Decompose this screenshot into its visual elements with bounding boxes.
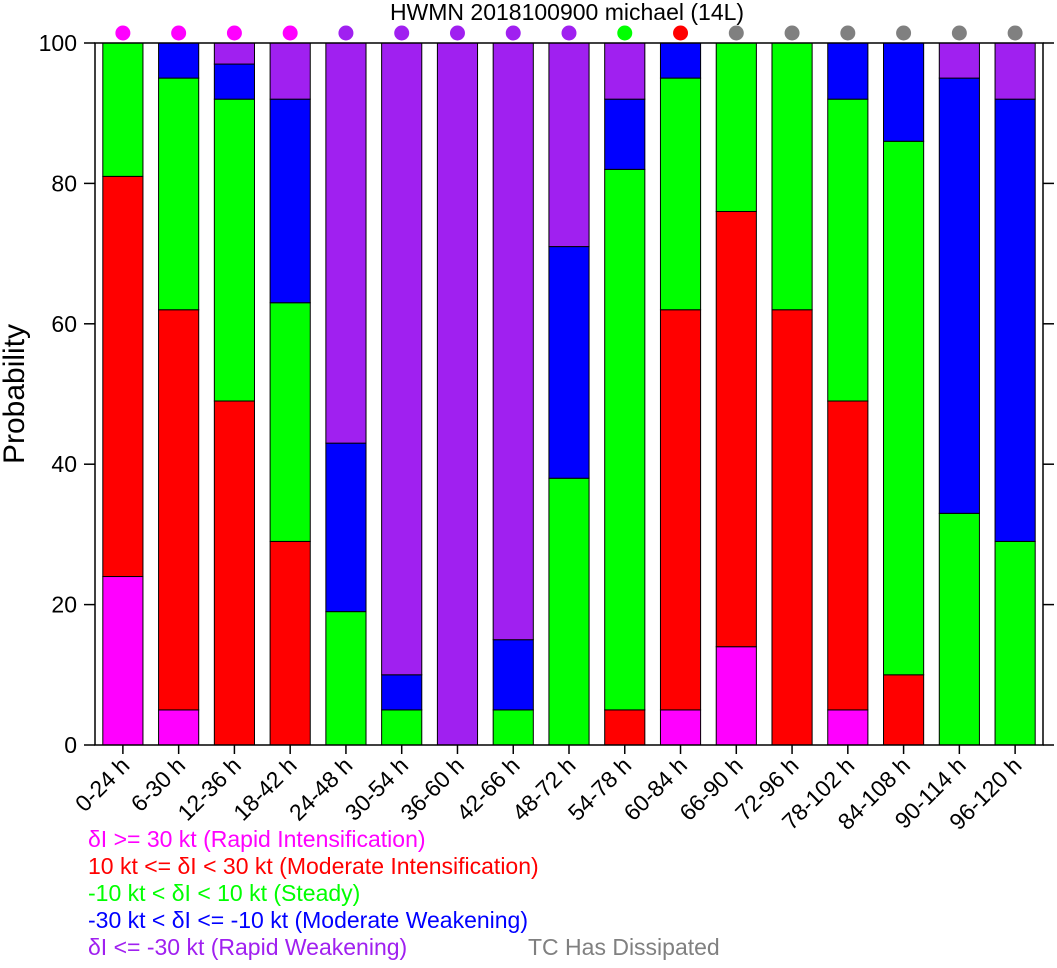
indicator-dot <box>394 25 410 41</box>
x-tick-label: 0-24 h <box>70 752 135 817</box>
bar-segment-rw <box>436 42 479 746</box>
bar-segment-mw <box>158 42 200 79</box>
bar-segment-ri <box>715 646 757 746</box>
bar-segment-ri <box>158 709 200 746</box>
bar-segment-rw <box>994 42 1036 100</box>
bar-segment-rw <box>381 42 423 676</box>
indicator-dot <box>282 25 298 41</box>
bar-segment-mw <box>492 639 534 711</box>
bar-segment-rw <box>548 42 590 248</box>
bar-segment-st <box>771 42 813 311</box>
indicator-dot <box>617 25 633 41</box>
legend-item-moderate-intensification: 10 kt <= δI < 30 kt (Moderate Intensific… <box>88 853 539 879</box>
indicator-dot <box>115 25 131 41</box>
bar-segment-st <box>827 98 869 402</box>
bar-segment-ri <box>659 709 702 746</box>
indicator-dot <box>951 25 967 41</box>
indicator-dot <box>171 25 187 41</box>
y-tick-label: 60 <box>51 311 77 337</box>
bar-segment-rw <box>492 42 534 641</box>
bar-segment-st <box>325 611 367 746</box>
bar-segment-mi <box>771 309 813 746</box>
bar-segment-ri <box>827 709 869 746</box>
bar-segment-mw <box>381 674 423 711</box>
bar-segment-mw <box>269 98 311 304</box>
indicator-dot <box>784 25 800 41</box>
bar-segment-st <box>938 512 980 746</box>
bar-segment-rw <box>938 42 980 79</box>
indicator-dot <box>896 25 912 41</box>
y-axis: 0 20 40 60 80 100 <box>39 30 1054 758</box>
indicator-dot <box>449 25 465 41</box>
legend-item-rapid-weakening: δI <= -30 kt (Rapid Weakening) <box>88 934 408 960</box>
bar-segment-mi <box>715 210 757 648</box>
chart-title: HWMN 2018100900 michael (14L) <box>390 0 744 25</box>
bar-segment-st <box>102 42 144 177</box>
bar-segment-mw <box>994 98 1036 542</box>
bar-segment-mw <box>213 63 255 100</box>
indicator-dot <box>728 25 744 41</box>
bar-segment-st <box>883 140 925 676</box>
bar-segment-st <box>381 709 423 746</box>
indicator-dot <box>1007 25 1023 41</box>
bar-segment-mi <box>102 175 144 578</box>
bar-segment-st <box>269 302 311 542</box>
indicator-dot <box>505 25 521 41</box>
bar-segment-mi <box>604 709 646 746</box>
bar-segment-mw <box>659 42 702 79</box>
indicator-dot <box>226 25 242 41</box>
bar-segment-st <box>548 477 590 746</box>
indicator-dot <box>561 25 577 41</box>
bar-segment-mw <box>325 442 367 613</box>
bar-segment-st <box>604 168 646 711</box>
legend-item-dissipated: TC Has Dissipated <box>528 934 720 960</box>
indicator-dot <box>840 25 856 41</box>
bar-segment-st <box>994 540 1036 746</box>
indicator-dots <box>115 25 1023 41</box>
y-tick-label: 100 <box>39 30 77 56</box>
legend-item-rapid-intensification: δI >= 30 kt (Rapid Intensification) <box>88 826 426 852</box>
bar-segment-mw <box>604 98 646 170</box>
bar-segment-mw <box>827 42 869 100</box>
bar-segment-mw <box>548 246 590 479</box>
bar-segment-mi <box>213 400 255 746</box>
y-tick-label: 0 <box>64 732 77 758</box>
legend: δI >= 30 kt (Rapid Intensification) 10 k… <box>88 826 539 961</box>
bar-segment-rw <box>269 42 311 100</box>
bar-segment-ri <box>102 576 144 746</box>
bar-segment-st <box>715 42 757 212</box>
bar-segment-mi <box>269 540 311 746</box>
y-tick-label: 40 <box>51 451 77 477</box>
bar-segment-mw <box>938 77 980 514</box>
bar-segment-rw <box>325 42 367 444</box>
indicator-dot <box>338 25 354 41</box>
legend-item-moderate-weakening: -30 kt < δI <= -10 kt (Moderate Weakenin… <box>88 907 529 933</box>
y-tick-label: 80 <box>51 170 77 196</box>
bar-segment-st <box>213 98 255 402</box>
bar-segment-st <box>659 77 702 311</box>
bar-segment-mi <box>827 400 869 711</box>
bar-segment-mi <box>883 674 925 746</box>
bar-segment-st <box>158 77 200 311</box>
y-tick-label: 20 <box>51 592 77 618</box>
y-axis-label: Probability <box>0 324 31 464</box>
bar-stacks <box>102 42 1036 746</box>
bar-segment-st <box>492 709 534 746</box>
bar-segment-mw <box>883 42 925 142</box>
x-axis: 0-24 h6-30 h12-36 h18-42 h24-48 h30-54 h… <box>70 745 1027 835</box>
bar-segment-rw <box>604 42 646 100</box>
indicator-dot <box>673 25 689 41</box>
bar-segment-mi <box>158 309 200 711</box>
bar-segment-rw <box>213 42 255 65</box>
legend-item-steady: -10 kt < δI < 10 kt (Steady) <box>88 880 361 906</box>
bar-segment-mi <box>659 309 702 711</box>
